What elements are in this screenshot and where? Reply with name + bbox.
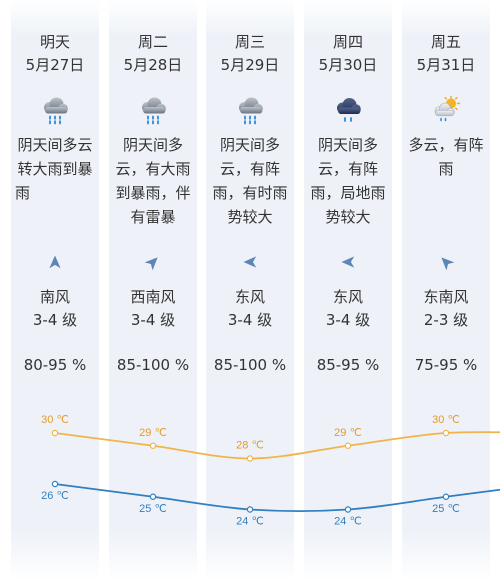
low-temp-point (344, 506, 352, 513)
low-temp-label: 24 ℃ (334, 516, 362, 528)
wind-direction: 西南风 (130, 288, 176, 306)
wind-level: 3-4 级 (130, 311, 176, 329)
wind-level: 2-3 级 (423, 311, 469, 329)
wind-direction: 东南风 (423, 288, 469, 306)
date-label: 5月31日 (416, 56, 476, 74)
high-temp-point (442, 429, 450, 437)
weather-description: 阴天间多云，有大雨到暴雨，伴有雷暴 (115, 136, 191, 226)
low-temp-label: 25 ℃ (432, 503, 460, 515)
date-label: 5月28日 (123, 56, 183, 74)
low-temp-label: 24 ℃ (236, 516, 264, 528)
low-temp-point (442, 493, 450, 500)
day-label: 周三 (234, 33, 265, 51)
wind-direction: 东风 (332, 288, 363, 306)
humidity: 80-95 % (23, 356, 87, 374)
wind-level: 3-4 级 (325, 311, 371, 329)
low-temp-line (54, 483, 500, 512)
low-temp-label: 25 ℃ (139, 503, 167, 515)
humidity: 85-100 % (116, 356, 190, 374)
forecast-column-3: 周三 5月29日 阴天间多云，有阵雨，有时雨势较大 东风 3-4 级 85-10… (206, 0, 294, 581)
forecast-column-2: 周二 5月28日 阴天间多云，有大雨到暴雨，伴有雷暴 西南风 3-4 级 85-… (109, 0, 197, 581)
high-temp-label: 29 ℃ (334, 427, 362, 439)
weather-description: 阴天间多云转大雨到暴雨 (15, 136, 93, 202)
wind-direction: 南风 (39, 288, 70, 306)
humidity: 85-100 % (213, 356, 287, 374)
high-temp-line (54, 431, 500, 460)
date-label: 5月27日 (25, 56, 85, 74)
low-temp-point (51, 480, 59, 488)
low-temp-label: 26 ℃ (41, 490, 69, 502)
high-temp-label: 29 ℃ (139, 427, 167, 439)
low-temp-point (149, 493, 157, 500)
date-label: 5月29日 (220, 56, 280, 74)
forecast-column-4: 周四 5月30日 阴天间多云，有阵雨，局地雨势较大 东风 3-4 级 85-95… (304, 0, 392, 581)
day-label: 周二 (137, 33, 168, 51)
date-label: 5月30日 (318, 56, 378, 74)
low-temp-point (246, 506, 254, 513)
high-temp-point (246, 455, 254, 462)
humidity: 75-95 % (414, 356, 478, 374)
high-temp-label: 30 ℃ (432, 414, 460, 426)
wind-level: 3-4 级 (227, 311, 273, 329)
high-temp-point (344, 442, 352, 449)
humidity: 85-95 % (316, 356, 380, 374)
weather-description: 多云，有阵雨 (408, 136, 484, 178)
forecast-column-5: 周五 5月31日 多云，有阵雨 东南风 2-3 级 75-95 % (402, 0, 490, 581)
high-temp-label: 28 ℃ (236, 440, 264, 452)
day-label: 明天 (39, 33, 70, 51)
high-temp-point (149, 442, 157, 449)
weather-description: 阴天间多云，有阵雨，有时雨势较大 (212, 136, 288, 226)
wind-direction: 东风 (234, 288, 265, 306)
wind-level: 3-4 级 (32, 311, 78, 329)
weather-description: 阴天间多云，有阵雨，局地雨势较大 (310, 136, 386, 226)
day-label: 周五 (430, 33, 461, 51)
day-label: 周四 (332, 33, 363, 51)
high-temp-point (51, 429, 59, 437)
high-temp-label: 30 ℃ (41, 414, 69, 426)
